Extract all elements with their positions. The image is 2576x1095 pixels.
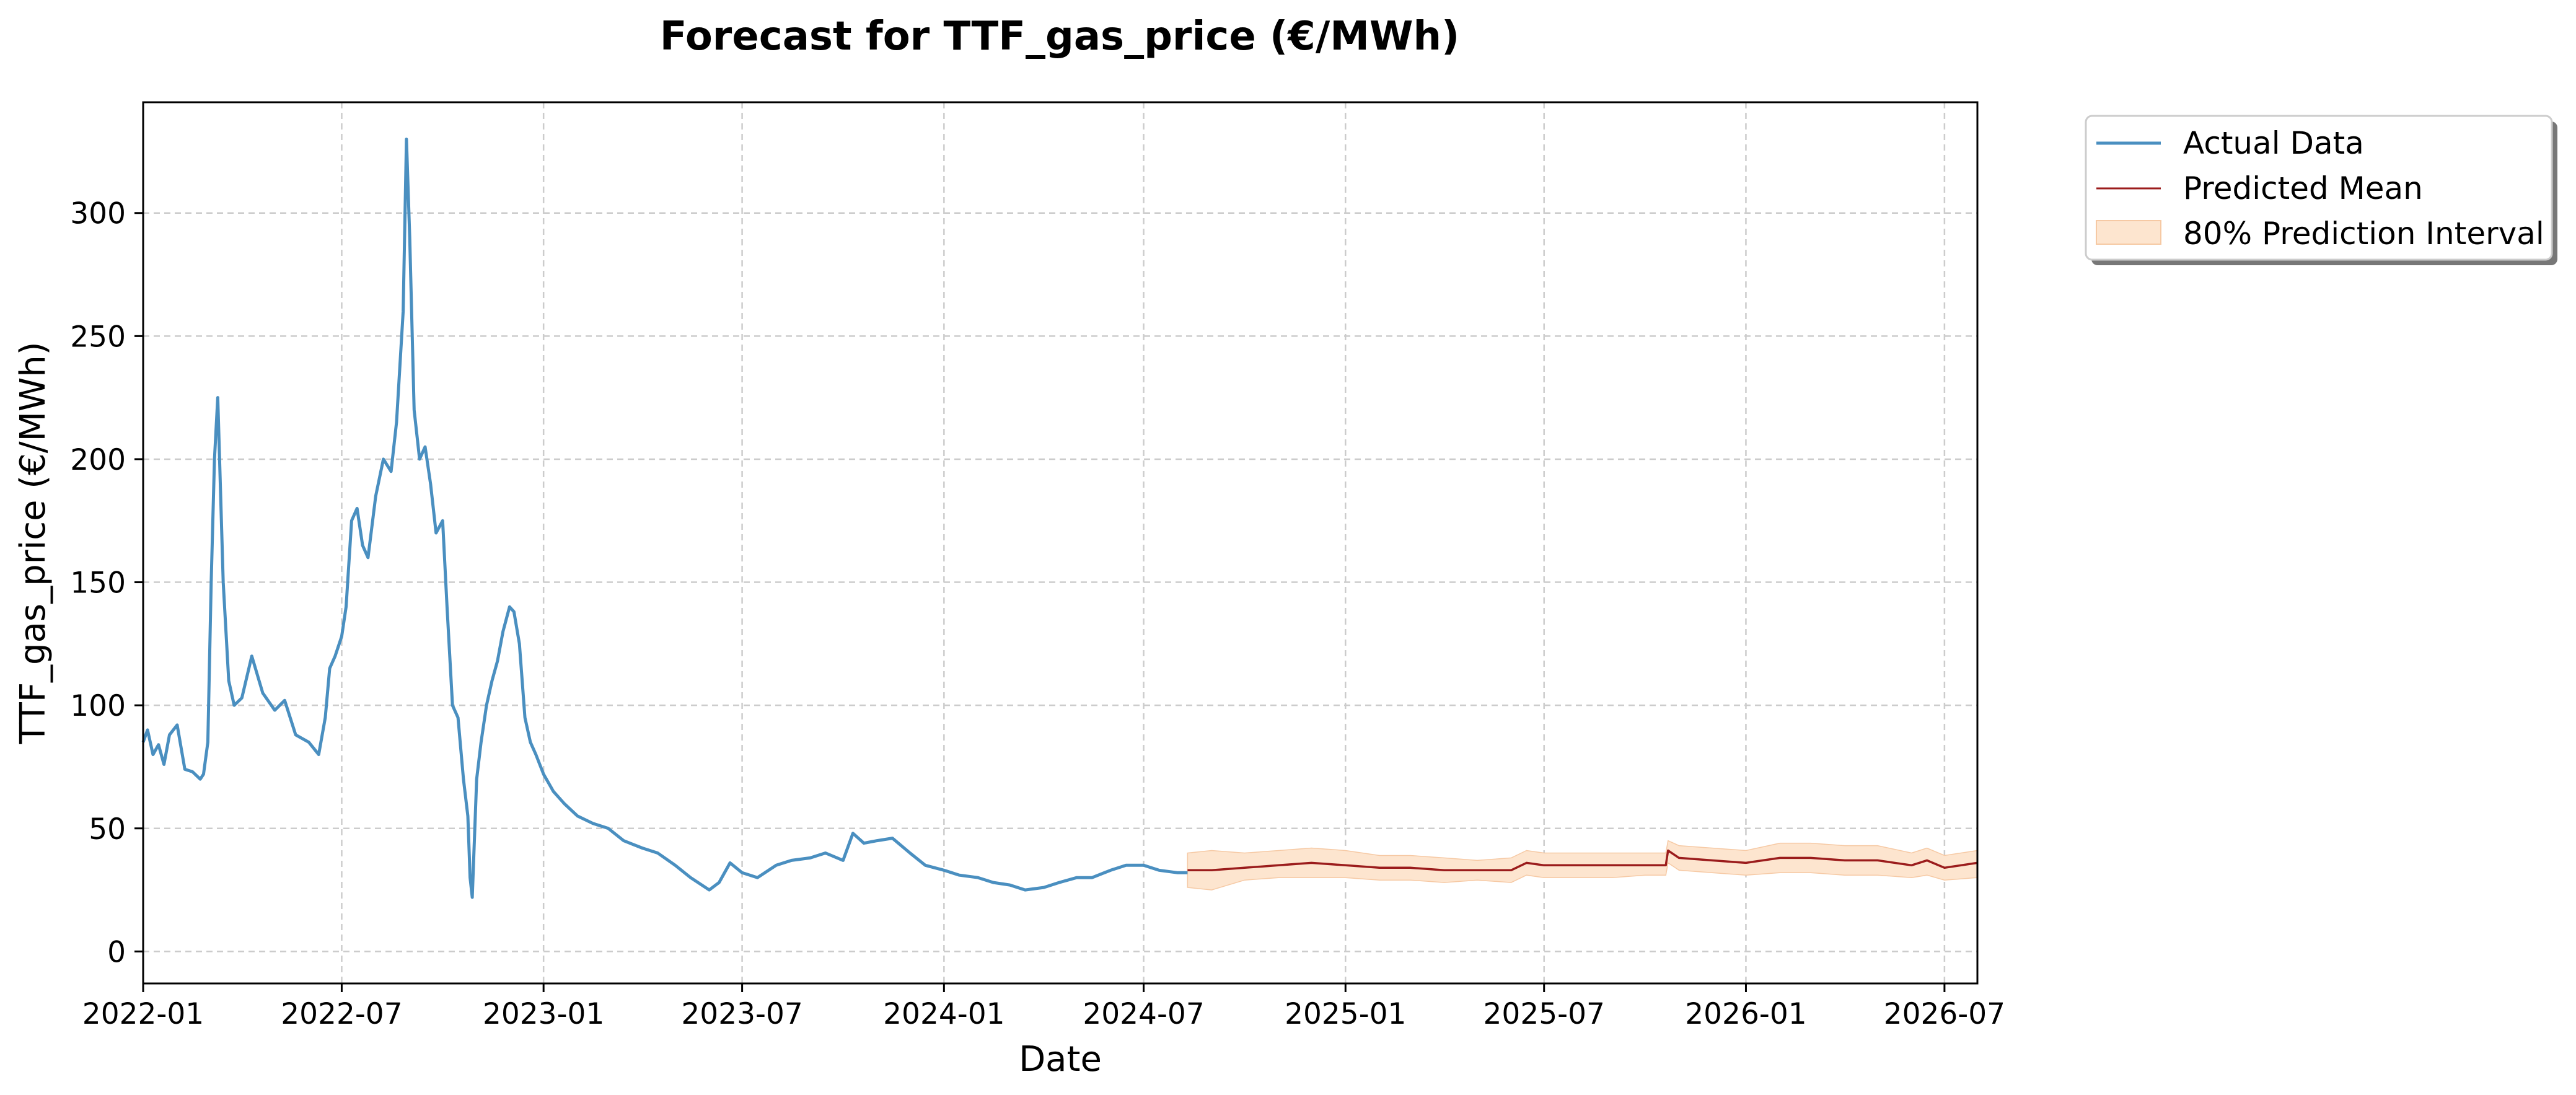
predicted-mean-layer xyxy=(1187,849,1978,872)
x-axis-ticks: 2022-01 2022-07 2023-01 2023-07 2024-01 2024-… xyxy=(82,983,2005,1031)
legend-predicted-label: Predicted Mean xyxy=(2183,170,2423,206)
actual-data-line xyxy=(141,138,1188,899)
y-tick-label: 100 xyxy=(70,689,126,723)
x-axis-label: Date xyxy=(1019,1039,1102,1080)
legend-interval-swatch xyxy=(2096,220,2161,245)
y-axis-label: TTF_gas_price (€/MWh) xyxy=(13,341,53,744)
legend-interval-label: 80% Prediction Interval xyxy=(2183,216,2544,252)
legend-box xyxy=(2085,115,2553,261)
y-tick-label: 200 xyxy=(70,443,126,477)
legend: Actual Data Predicted Mean 80% Predictio… xyxy=(2085,115,2557,265)
y-tick-label: 300 xyxy=(70,197,126,231)
x-tick-label: 2022-07 xyxy=(281,997,402,1031)
predicted-mean-line xyxy=(1187,849,1978,872)
y-tick-label: 250 xyxy=(70,320,126,354)
x-tick-label: 2024-01 xyxy=(883,997,1004,1031)
y-axis-ticks: 0 50 100 150 200 250 300 xyxy=(70,197,143,969)
y-tick-label: 0 xyxy=(107,935,126,969)
plot-area-frame xyxy=(142,101,1979,985)
x-tick-label: 2025-07 xyxy=(1484,997,1605,1031)
legend-actual-label: Actual Data xyxy=(2183,125,2364,161)
actual-data-layer xyxy=(141,138,1188,899)
chart-title: Forecast for TTF_gas_price (€/MWh) xyxy=(660,14,1460,59)
x-tick-label: 2023-07 xyxy=(681,997,802,1031)
x-tick-label: 2025-01 xyxy=(1285,997,1406,1031)
y-tick-label: 150 xyxy=(70,566,126,600)
x-tick-label: 2024-07 xyxy=(1083,997,1204,1031)
x-tick-label: 2022-01 xyxy=(82,997,204,1031)
x-tick-label: 2023-01 xyxy=(483,997,604,1031)
y-tick-label: 50 xyxy=(89,812,126,847)
x-tick-label: 2026-01 xyxy=(1685,997,1806,1031)
x-tick-label: 2026-07 xyxy=(1884,997,2005,1031)
grid-layer xyxy=(142,102,1977,983)
